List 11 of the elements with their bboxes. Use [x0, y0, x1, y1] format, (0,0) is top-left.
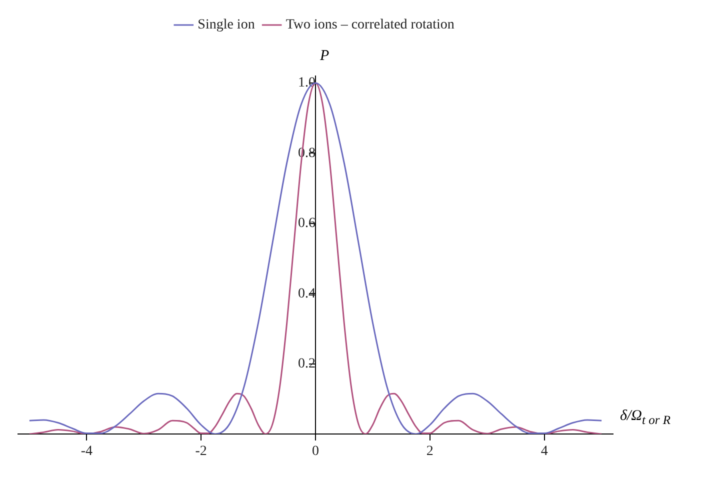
x-tick-label: -2 — [195, 444, 207, 460]
x-tick-label: 0 — [312, 444, 319, 460]
legend-label: Single ion — [198, 18, 255, 33]
x-tick-label: 2 — [426, 444, 434, 460]
x-axis-title: δ/Ω$_{t or R}$ — [620, 408, 670, 428]
x-tick-label: -4 — [80, 444, 92, 460]
y-tick-label: 0.6 — [298, 216, 316, 232]
y-tick-label: 0.2 — [298, 356, 316, 372]
x-tick-label: 4 — [540, 444, 548, 460]
y-axis-title: P — [320, 48, 330, 65]
legend-label: Two ions – correlated rotation — [286, 18, 454, 33]
